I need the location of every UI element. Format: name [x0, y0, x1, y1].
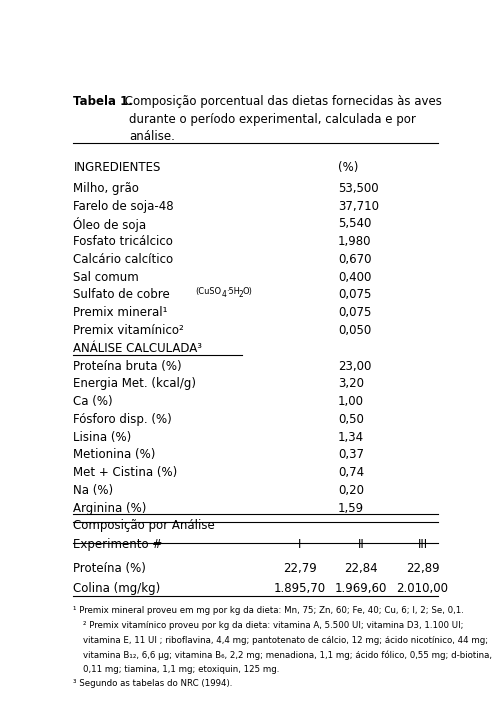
Text: Metionina (%): Metionina (%) — [73, 448, 156, 461]
Text: Ca (%): Ca (%) — [73, 395, 113, 408]
Text: (CuSO: (CuSO — [196, 288, 221, 296]
Text: 1,00: 1,00 — [338, 395, 364, 408]
Text: ¹ Premix mineral proveu em mg por kg da dieta: Mn, 75; Zn, 60; Fe, 40; Cu, 6; I,: ¹ Premix mineral proveu em mg por kg da … — [73, 606, 464, 616]
Text: Fósforo disp. (%): Fósforo disp. (%) — [73, 413, 172, 426]
Text: (%): (%) — [338, 161, 358, 174]
Text: 0,670: 0,670 — [338, 253, 372, 266]
Text: 0,075: 0,075 — [338, 288, 371, 301]
Text: vitamina B₁₂, 6,6 μg; vitamina B₆, 2,2 mg; menadiona, 1,1 mg; ácido fólico, 0,55: vitamina B₁₂, 6,6 μg; vitamina B₆, 2,2 m… — [83, 650, 492, 660]
Text: ³ Segundo as tabelas do NRC (1994).: ³ Segundo as tabelas do NRC (1994). — [73, 679, 233, 689]
Text: Proteína (%): Proteína (%) — [73, 562, 146, 575]
Text: 5,540: 5,540 — [338, 218, 371, 231]
Text: Calcário calcítico: Calcário calcítico — [73, 253, 174, 266]
Text: 22,84: 22,84 — [345, 562, 378, 575]
Text: Composição porcentual das dietas fornecidas às aves: Composição porcentual das dietas forneci… — [121, 95, 442, 108]
Text: Na (%): Na (%) — [73, 484, 113, 497]
Text: II: II — [358, 538, 364, 551]
Text: 22,79: 22,79 — [283, 562, 317, 575]
Text: 1,59: 1,59 — [338, 502, 364, 515]
Text: 1,980: 1,980 — [338, 235, 372, 248]
Text: Premix mineral¹: Premix mineral¹ — [73, 306, 168, 319]
Text: ·5H: ·5H — [226, 288, 240, 296]
Text: durante o período experimental, calculada e por: durante o período experimental, calculad… — [129, 112, 416, 125]
Text: 1.969,60: 1.969,60 — [335, 582, 387, 595]
Text: 0,37: 0,37 — [338, 448, 364, 461]
Text: ² Premix vitamínico proveu por kg da dieta: vitamina A, 5.500 UI; vitamina D3, 1: ² Premix vitamínico proveu por kg da die… — [83, 621, 463, 630]
Text: Proteína bruta (%): Proteína bruta (%) — [73, 360, 182, 373]
Text: Premix vitamínico²: Premix vitamínico² — [73, 324, 184, 337]
Text: 1,34: 1,34 — [338, 430, 364, 443]
Text: Composição por Análise: Composição por Análise — [73, 519, 215, 532]
Text: 23,00: 23,00 — [338, 360, 371, 373]
Text: 37,710: 37,710 — [338, 200, 379, 213]
Text: Farelo de soja-48: Farelo de soja-48 — [73, 200, 174, 213]
Text: Sulfato de cobre: Sulfato de cobre — [73, 288, 174, 301]
Text: 3,20: 3,20 — [338, 377, 364, 390]
Text: ANÁLISE CALCULADA³: ANÁLISE CALCULADA³ — [73, 342, 202, 355]
Text: Sal comum: Sal comum — [73, 270, 139, 284]
Text: Colina (mg/kg): Colina (mg/kg) — [73, 582, 161, 595]
Text: Arginina (%): Arginina (%) — [73, 502, 147, 515]
Text: 0,20: 0,20 — [338, 484, 364, 497]
Text: 0,050: 0,050 — [338, 324, 371, 337]
Text: 0,075: 0,075 — [338, 306, 371, 319]
Text: O): O) — [243, 288, 252, 296]
Text: Tabela 1.: Tabela 1. — [73, 95, 133, 108]
Text: 0,74: 0,74 — [338, 466, 364, 479]
Text: III: III — [417, 538, 428, 551]
Text: 0,400: 0,400 — [338, 270, 371, 284]
Text: 0,11 mg; tiamina, 1,1 mg; etoxiquin, 125 mg.: 0,11 mg; tiamina, 1,1 mg; etoxiquin, 125… — [83, 665, 279, 673]
Text: Fosfato tricálcico: Fosfato tricálcico — [73, 235, 173, 248]
Text: I: I — [298, 538, 301, 551]
Text: INGREDIENTES: INGREDIENTES — [73, 161, 161, 174]
Text: vitamina E, 11 UI ; riboflavina, 4,4 mg; pantotenato de cálcio, 12 mg; ácido nic: vitamina E, 11 UI ; riboflavina, 4,4 mg;… — [83, 636, 488, 645]
Text: 1.895,70: 1.895,70 — [274, 582, 326, 595]
Text: 2: 2 — [239, 290, 244, 299]
Text: Óleo de soja: Óleo de soja — [73, 218, 147, 232]
Text: Milho, grão: Milho, grão — [73, 182, 139, 195]
Text: Met + Cistina (%): Met + Cistina (%) — [73, 466, 178, 479]
Text: Energia Met. (kcal/g): Energia Met. (kcal/g) — [73, 377, 197, 390]
Text: análise.: análise. — [129, 131, 175, 143]
Text: 4: 4 — [221, 290, 226, 299]
Text: Experimento #: Experimento # — [73, 538, 163, 551]
Text: 0,50: 0,50 — [338, 413, 364, 426]
Text: 22,89: 22,89 — [406, 562, 439, 575]
Text: 2.010,00: 2.010,00 — [396, 582, 448, 595]
Text: 53,500: 53,500 — [338, 182, 379, 195]
Text: Lisina (%): Lisina (%) — [73, 430, 132, 443]
